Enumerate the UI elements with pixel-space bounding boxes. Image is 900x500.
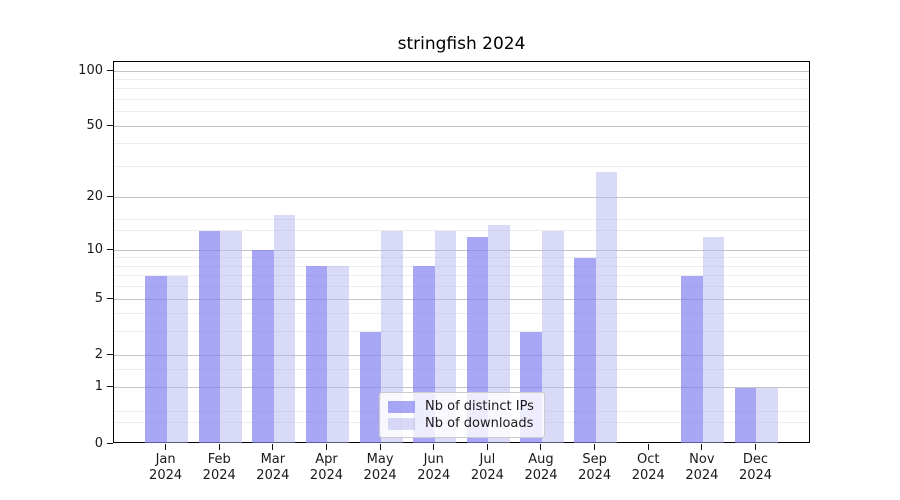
y-tick-label: 100 bbox=[78, 62, 103, 78]
x-tick-mark bbox=[165, 444, 167, 450]
bar-downloads-jun bbox=[434, 230, 457, 443]
x-tick-label: Sep 2024 bbox=[578, 452, 612, 483]
legend-label-downloads: Nb of downloads bbox=[425, 416, 534, 431]
major-gridline bbox=[114, 249, 809, 251]
plot-area bbox=[113, 61, 810, 443]
legend-swatch-downloads bbox=[388, 417, 415, 430]
bar-downloads-dec bbox=[756, 387, 779, 443]
minor-gridline bbox=[114, 313, 809, 315]
major-gridline bbox=[114, 354, 809, 356]
minor-gridline bbox=[114, 98, 809, 100]
y-tick-mark bbox=[107, 69, 113, 71]
y-tick-label: 5 bbox=[94, 290, 103, 306]
bar-downloads-apr bbox=[327, 266, 350, 443]
major-gridline bbox=[114, 70, 809, 72]
major-gridline bbox=[114, 197, 809, 199]
minor-gridline bbox=[114, 275, 809, 277]
minor-gridline bbox=[114, 257, 809, 259]
x-tick-mark bbox=[486, 444, 488, 450]
bar-downloads-may bbox=[381, 230, 403, 443]
bar-distinct-ips-dec bbox=[734, 387, 757, 443]
bar-distinct-ips-apr bbox=[305, 266, 328, 443]
bar-downloads-mar bbox=[273, 215, 296, 443]
chart-title: stringfish 2024 bbox=[397, 34, 526, 54]
minor-gridline bbox=[114, 78, 809, 80]
x-tick-mark bbox=[272, 444, 274, 450]
minor-gridline bbox=[114, 88, 809, 90]
y-tick-mark bbox=[107, 248, 113, 250]
x-tick-mark bbox=[754, 444, 756, 450]
y-tick-mark bbox=[107, 124, 113, 126]
minor-gridline bbox=[114, 265, 809, 267]
minor-gridline bbox=[114, 165, 809, 167]
bar-distinct-ips-sep bbox=[574, 257, 596, 443]
x-tick-mark bbox=[433, 444, 435, 450]
y-tick-mark bbox=[107, 196, 113, 198]
y-tick-label: 10 bbox=[86, 241, 103, 257]
y-tick-label: 50 bbox=[86, 117, 103, 133]
y-tick-label: 0 bbox=[94, 435, 103, 451]
x-tick-mark bbox=[594, 444, 596, 450]
x-tick-label: Jan 2024 bbox=[149, 452, 183, 483]
x-tick-label: Mar 2024 bbox=[256, 452, 290, 483]
y-tick-mark bbox=[107, 386, 113, 388]
minor-gridline bbox=[114, 219, 809, 221]
major-gridline bbox=[114, 298, 809, 300]
y-tick-label: 1 bbox=[94, 379, 103, 395]
legend: Nb of distinct IPs Nb of downloads bbox=[379, 392, 545, 438]
x-tick-mark bbox=[701, 444, 703, 450]
y-tick-mark bbox=[107, 442, 113, 444]
bar-downloads-feb bbox=[220, 230, 242, 443]
bar-distinct-ips-jan bbox=[145, 275, 167, 443]
x-tick-label: Jul 2024 bbox=[470, 452, 504, 483]
x-tick-label: Nov 2024 bbox=[685, 452, 719, 483]
minor-gridline bbox=[114, 230, 809, 232]
y-tick-mark bbox=[107, 353, 113, 355]
x-tick-mark bbox=[325, 444, 327, 450]
legend-item-distinct-ips: Nb of distinct IPs bbox=[388, 398, 534, 415]
minor-gridline bbox=[114, 111, 809, 113]
minor-gridline bbox=[114, 143, 809, 145]
x-tick-mark bbox=[379, 444, 381, 450]
x-tick-label: Feb 2024 bbox=[202, 452, 236, 483]
minor-gridline bbox=[114, 331, 809, 333]
x-tick-label: Apr 2024 bbox=[309, 452, 344, 483]
major-gridline bbox=[114, 387, 809, 389]
bar-distinct-ips-mar bbox=[252, 250, 274, 443]
bar-downloads-jul bbox=[488, 225, 510, 443]
x-tick-label: Jun 2024 bbox=[417, 452, 451, 483]
x-tick-mark bbox=[218, 444, 220, 450]
y-tick-mark bbox=[107, 297, 113, 299]
bar-distinct-ips-may bbox=[359, 331, 382, 443]
bar-downloads-jan bbox=[166, 275, 189, 443]
bar-distinct-ips-nov bbox=[681, 275, 703, 443]
minor-gridline bbox=[114, 286, 809, 288]
x-tick-label: Oct 2024 bbox=[631, 452, 665, 483]
y-tick-label: 20 bbox=[86, 189, 103, 205]
x-tick-label: May 2024 bbox=[363, 452, 397, 483]
minor-gridline bbox=[114, 369, 809, 371]
y-tick-label: 2 bbox=[94, 346, 103, 362]
legend-swatch-distinct-ips bbox=[388, 400, 415, 413]
bar-distinct-ips-jul bbox=[466, 236, 489, 443]
bar-downloads-sep bbox=[595, 171, 618, 443]
x-tick-label: Aug 2024 bbox=[524, 452, 558, 483]
bar-distinct-ips-feb bbox=[198, 230, 221, 443]
x-tick-mark bbox=[647, 444, 649, 450]
legend-label-distinct-ips: Nb of distinct IPs bbox=[425, 399, 534, 414]
major-gridline bbox=[114, 125, 809, 127]
bar-downloads-nov bbox=[702, 236, 725, 443]
bar-downloads-aug bbox=[541, 230, 564, 443]
legend-item-downloads: Nb of downloads bbox=[388, 415, 534, 432]
x-tick-label: Dec 2024 bbox=[738, 452, 773, 483]
x-tick-mark bbox=[540, 444, 542, 450]
